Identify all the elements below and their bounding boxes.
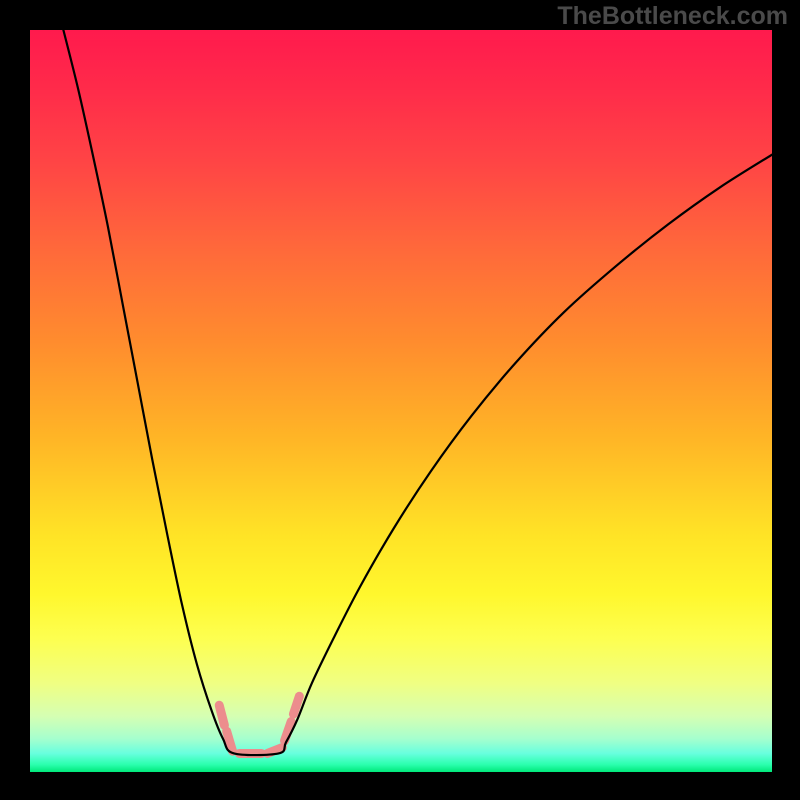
watermark-text: TheBottleneck.com <box>557 2 788 31</box>
plot-area <box>30 30 772 772</box>
segment-markers <box>219 696 299 753</box>
chart-container: TheBottleneck.com <box>0 0 800 800</box>
curve-layer <box>30 30 772 772</box>
bottleneck-curve <box>63 30 772 755</box>
